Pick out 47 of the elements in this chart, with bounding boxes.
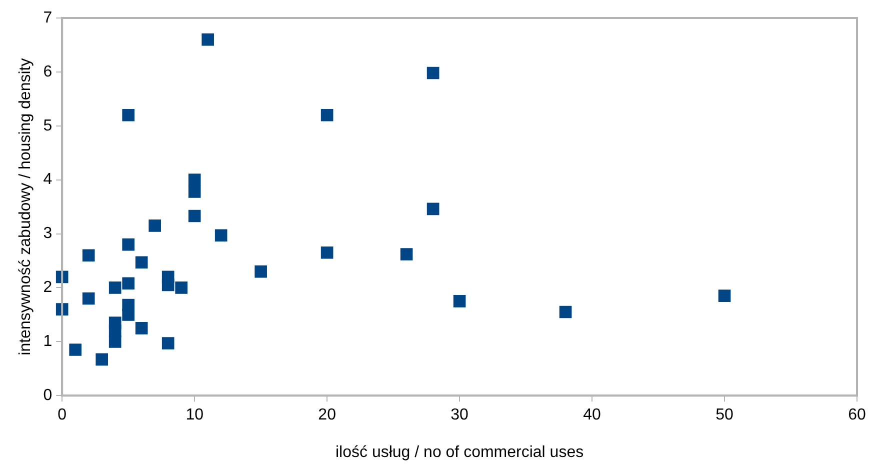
point xyxy=(135,256,148,269)
point xyxy=(202,33,214,46)
point xyxy=(122,108,134,122)
point xyxy=(82,292,95,305)
point xyxy=(426,202,440,216)
x-axis-title: ilość usług / no of commercial uses xyxy=(335,444,584,461)
point xyxy=(453,295,466,308)
x-tick-label: 10 xyxy=(186,406,204,424)
x-tick-label: 20 xyxy=(318,406,336,424)
x-tick-label: 40 xyxy=(583,406,602,424)
x-tick-label: 60 xyxy=(848,406,866,424)
point xyxy=(320,108,334,122)
point xyxy=(426,66,440,80)
point xyxy=(148,220,161,232)
point xyxy=(188,186,201,198)
point xyxy=(82,249,95,262)
y-tick-label: 6 xyxy=(43,63,52,80)
y-tick-label: 4 xyxy=(43,171,52,188)
point xyxy=(718,290,731,302)
point xyxy=(188,174,201,186)
y-tick-label: 2 xyxy=(43,279,52,296)
point xyxy=(96,353,108,366)
point xyxy=(122,238,134,251)
point xyxy=(122,277,134,290)
point xyxy=(108,282,122,294)
point xyxy=(400,248,413,260)
point xyxy=(69,344,82,356)
y-axis-title: intensywność zabudowy / housing density xyxy=(17,58,34,356)
point xyxy=(254,265,267,278)
y-tick-label: 5 xyxy=(43,117,52,134)
y-tick-label: 1 xyxy=(43,333,52,350)
y-tick-label: 7 xyxy=(43,9,52,26)
point xyxy=(122,308,134,321)
point xyxy=(559,306,572,318)
y-tick-label: 0 xyxy=(43,387,52,404)
point xyxy=(162,278,174,292)
y-tick-label: 3 xyxy=(43,225,52,242)
point xyxy=(214,229,228,242)
point xyxy=(162,337,174,350)
point xyxy=(108,336,122,348)
point xyxy=(135,322,148,334)
point xyxy=(175,282,188,294)
x-tick-label: 30 xyxy=(450,406,469,424)
point xyxy=(320,246,334,259)
x-tick-label: 0 xyxy=(58,406,67,424)
x-tick-label: 50 xyxy=(716,406,734,424)
point xyxy=(188,210,201,222)
